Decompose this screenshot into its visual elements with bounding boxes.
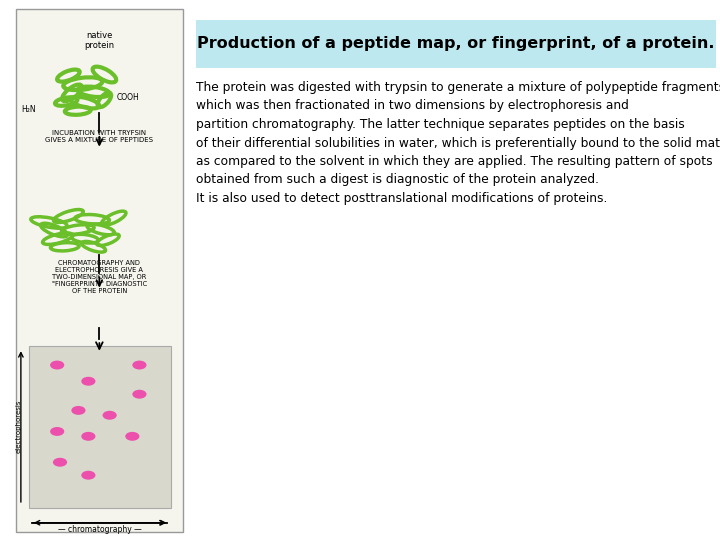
Ellipse shape <box>81 471 96 480</box>
FancyBboxPatch shape <box>196 20 716 68</box>
FancyBboxPatch shape <box>16 9 183 532</box>
Text: The protein was digested with trypsin to generate a mixture of polypeptide fragm: The protein was digested with trypsin to… <box>196 81 720 205</box>
Text: Production of a peptide map, or fingerprint, of a protein.: Production of a peptide map, or fingerpr… <box>197 36 715 51</box>
Text: COOH: COOH <box>117 93 140 102</box>
Ellipse shape <box>50 427 64 436</box>
Ellipse shape <box>71 406 86 415</box>
Text: INCUBATION WITH TRYFSIN
GIVES A MIXTURE OF PEPTIDES: INCUBATION WITH TRYFSIN GIVES A MIXTURE … <box>45 130 153 143</box>
Text: — chromatography —: — chromatography — <box>58 525 142 535</box>
Ellipse shape <box>132 361 147 369</box>
Text: native
protein: native protein <box>84 31 114 50</box>
Text: electrophoresis: electrophoresis <box>16 400 22 454</box>
Ellipse shape <box>81 377 96 386</box>
Text: CHROMATOGRAPHY AND
ELECTROPHORESIS GIVE A
TWO-DIMENSIONAL MAP, OR
"FINGERPRINT,": CHROMATOGRAPHY AND ELECTROPHORESIS GIVE … <box>52 260 147 294</box>
FancyBboxPatch shape <box>29 346 171 508</box>
Ellipse shape <box>125 432 140 441</box>
Ellipse shape <box>102 411 117 420</box>
Ellipse shape <box>81 432 96 441</box>
Ellipse shape <box>50 361 64 369</box>
Text: H₂N: H₂N <box>22 105 36 113</box>
Ellipse shape <box>53 458 67 467</box>
Ellipse shape <box>132 390 147 399</box>
